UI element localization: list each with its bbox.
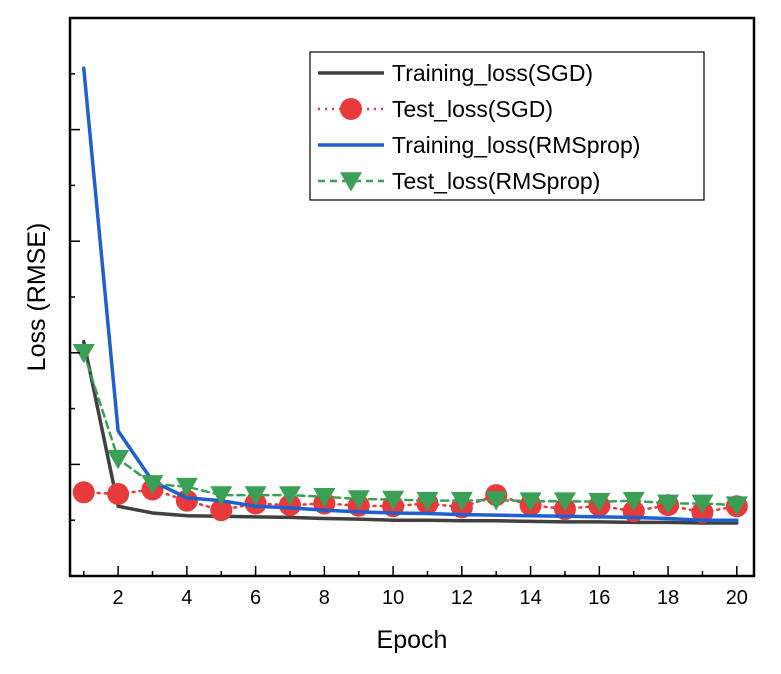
legend: Training_loss(SGD) Test_loss(SGD) Training… (309, 51, 705, 201)
x-tick-label: 10 (382, 587, 404, 609)
data-point (340, 172, 362, 192)
data-point (622, 491, 645, 512)
data-point (210, 499, 233, 522)
series-line (81, 66, 739, 522)
data-point (210, 486, 233, 506)
data-point (244, 486, 267, 506)
x-axis: 2 4 6 8 10 12 14 16 18 20 (82, 566, 748, 609)
data-point (588, 492, 611, 513)
x-tick-label: 8 (319, 587, 330, 609)
legend-label: Test_loss(SGD) (392, 96, 553, 122)
data-point (72, 344, 95, 364)
x-tick-label: 16 (588, 587, 610, 609)
plot-area (72, 66, 748, 525)
data-point (725, 496, 748, 516)
legend-label: Training_loss(RMSprop) (392, 132, 640, 158)
x-axis-label: Epoch (377, 626, 448, 654)
y-axis (70, 17, 80, 577)
data-point (450, 491, 473, 512)
legend-label: Test_loss(RMSprop) (392, 168, 600, 194)
legend-label: Training_loss(SGD) (392, 60, 593, 86)
data-point (553, 492, 576, 512)
data-point (416, 491, 439, 512)
series-line (81, 339, 739, 525)
x-tick-label: 6 (250, 587, 261, 609)
data-point (340, 98, 362, 120)
data-point (519, 492, 542, 512)
data-point (175, 477, 198, 498)
data-point (657, 494, 680, 514)
y-axis-label: Loss (RMSE) (23, 223, 51, 372)
data-point (691, 494, 714, 514)
data-point (107, 450, 130, 470)
x-tick-label: 18 (657, 587, 679, 609)
data-point (72, 481, 95, 504)
data-point (313, 487, 336, 508)
x-tick-label: 4 (181, 587, 192, 609)
x-tick-label: 12 (451, 587, 473, 609)
x-tick-label: 2 (113, 587, 124, 609)
legend-box (309, 51, 705, 201)
data-point (382, 490, 405, 511)
x-tick-label: 20 (726, 587, 748, 609)
data-point (485, 491, 508, 511)
data-point (278, 486, 301, 506)
data-point (107, 482, 130, 505)
data-point (347, 490, 370, 510)
data-point (141, 475, 164, 495)
x-tick-label: 14 (519, 587, 541, 609)
